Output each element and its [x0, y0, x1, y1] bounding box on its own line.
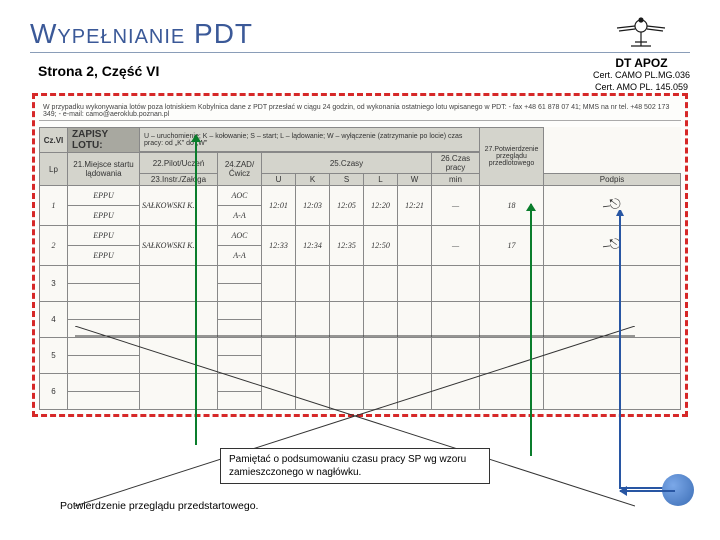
table-row: 5 [40, 338, 681, 356]
table-row: 3 [40, 266, 681, 284]
hdr-lp: Lp [40, 153, 68, 186]
table-row: 2 EPPU SAŁKOWSKI K. AOC 12:33 12:34 12:3… [40, 226, 681, 246]
page-title: Wypełnianie PDT [30, 18, 690, 50]
hdr-c21: 21.Miejsce startu lądowania [68, 153, 140, 186]
title-underline [30, 52, 690, 53]
logo-block: DT APOZ Cert. CAMO PL.MG.036 Cert. AMO P… [593, 10, 690, 93]
hdr-min: min [432, 174, 480, 186]
hdr-czvi: Cz.VI [40, 128, 68, 153]
cert2: Cert. AMO PL. 145.059 [593, 82, 690, 94]
hdr-zapisy: ZAPISY LOTU: [68, 128, 140, 153]
slide: DT APOZ Cert. CAMO PL.MG.036 Cert. AMO P… [0, 0, 720, 540]
caption-2: Potwierdzenie przeglądu przedstartowego. [60, 500, 258, 512]
doc-header-note: W przypadku wykonywania lotów poza lotni… [39, 102, 681, 121]
cert1: Cert. CAMO PL.MG.036 [593, 70, 690, 82]
hdr-s: S [330, 174, 364, 186]
arrow-green-2 [530, 204, 532, 456]
hdr-k: K [296, 174, 330, 186]
hdr-c23: 23.Instr./Załoga [140, 174, 218, 186]
hdr-c26: 26.Czas pracy [432, 153, 480, 174]
emblem-icon [611, 10, 671, 54]
hdr-c24: 24.ZAD/ Ćwicz [218, 153, 262, 186]
hdr-col27: 27.Potwierdzenie przeglądu przedlotowego [480, 128, 544, 186]
hdr-u: U [262, 174, 296, 186]
hdr-c25: 25.Czasy [262, 153, 432, 174]
signature: ⎯⎋ [602, 196, 622, 214]
hdr-c22: 22.Pilot/Uczeń [140, 153, 218, 174]
table-row: 4 [40, 302, 681, 320]
hdr-w: W [398, 174, 432, 186]
caption-box-1: Pamiętać o podsumowaniu czasu pracy SP w… [220, 448, 490, 484]
hdr-l: L [364, 174, 398, 186]
logo-name: DT APOZ [593, 56, 690, 70]
arrow-blue [620, 490, 675, 492]
document-scan: W przypadku wykonywania lotów poza lotni… [32, 93, 688, 417]
table-row: 1 EPPU SAŁKOWSKI K. AOC 12:01 12:03 12:0… [40, 186, 681, 206]
signature: ⎯⎋ [602, 236, 622, 254]
hdr-podpis: Podpis [544, 174, 681, 186]
arrow-green-1 [195, 135, 197, 445]
table-row: 6 [40, 374, 681, 392]
flight-log-table: Cz.VI ZAPISY LOTU: U – uruchomienie; K –… [39, 127, 681, 410]
